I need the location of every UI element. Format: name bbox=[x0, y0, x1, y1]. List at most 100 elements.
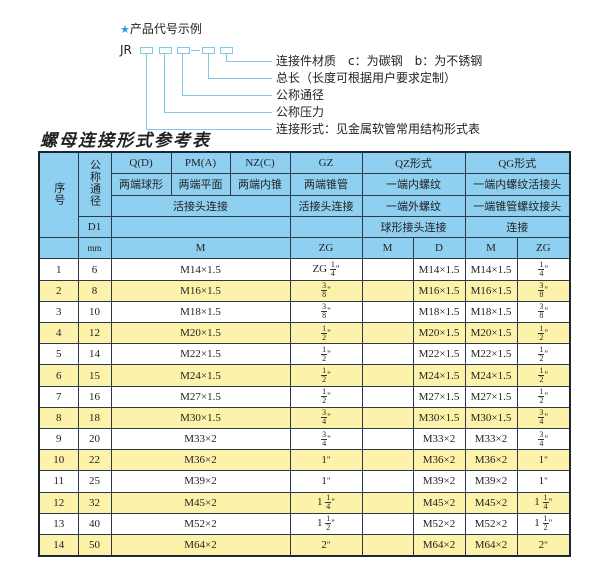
header-qg-zg: ZG bbox=[516, 237, 571, 260]
inch-mark: " bbox=[544, 348, 549, 359]
leader-line bbox=[146, 129, 272, 130]
table-row: 13 40 M52×2 1 1 2 " M52×2 M52×2 1 1 2 " bbox=[38, 512, 571, 535]
cell-nominal-diameter: 22 bbox=[77, 449, 112, 472]
cell-m: M24×1.5 bbox=[110, 364, 291, 387]
fraction-denominator: 4 bbox=[322, 438, 327, 448]
cell-qg-zg: 1 4 " bbox=[516, 258, 571, 281]
header-qg-desc1: 一端内螺纹活接头 bbox=[464, 173, 571, 196]
nut-connection-table: 序号 公称通径 Q(D) PM(A) NZ(C) GZ QZ形式 QG形式 两端… bbox=[38, 151, 572, 558]
inch-mark: " bbox=[544, 306, 549, 317]
table-row: 10 22 M36×2 1" M36×2 M36×2 1" bbox=[38, 449, 571, 472]
fraction-denominator: 8 bbox=[539, 311, 544, 321]
cell-qg-zg: 1 1 2 " bbox=[516, 512, 571, 535]
thread-whole: 1 bbox=[534, 517, 543, 530]
header-empty bbox=[110, 215, 291, 239]
header-mm: mm bbox=[77, 237, 112, 260]
cell-qg-zg: 1 2 " bbox=[516, 343, 571, 366]
cell-seq: 1 bbox=[38, 258, 79, 281]
cell-gz-zg: 1 2 " bbox=[289, 385, 363, 408]
leader-line bbox=[208, 53, 209, 78]
table-row: 4 12 M20×1.5 1 2 " M20×1.5 M20×1.5 1 2 " bbox=[38, 322, 571, 345]
fraction-denominator: 2 bbox=[539, 375, 544, 385]
cell-qg-zg: 1 2 " bbox=[516, 322, 571, 345]
cell-m: M64×2 bbox=[110, 533, 291, 557]
cell-gz-zg: 1 2 " bbox=[289, 322, 363, 345]
fraction-numerator: 3 bbox=[321, 429, 328, 440]
label-length: 总长（长度可根据用户要求定制） bbox=[276, 71, 457, 85]
inch-mark: " bbox=[327, 370, 331, 381]
fraction-numerator: 1 bbox=[321, 344, 328, 355]
header-live-joint: 活接头连接 bbox=[110, 194, 291, 217]
cell-qz-d: M52×2 bbox=[412, 512, 466, 535]
star-icon: ★ bbox=[120, 23, 130, 36]
cell-qg-m: M24×1.5 bbox=[464, 364, 518, 387]
cell-seq: 5 bbox=[38, 343, 79, 366]
header-gz-desc: 两端锥管 bbox=[289, 173, 363, 196]
cell-qz-m bbox=[361, 300, 414, 324]
cell-nominal-diameter: 6 bbox=[77, 258, 112, 281]
thread-whole: 1 bbox=[321, 475, 327, 488]
inch-mark: " bbox=[326, 540, 331, 551]
fraction-numerator: 1 bbox=[538, 260, 545, 271]
cell-seq: 9 bbox=[38, 427, 79, 451]
leader-line bbox=[182, 95, 272, 96]
fraction-denominator: 4 bbox=[539, 417, 544, 427]
cell-qg-m: M33×2 bbox=[464, 427, 518, 451]
inch-mark: " bbox=[327, 285, 331, 296]
inch-mark: " bbox=[331, 497, 335, 508]
cell-seq: 3 bbox=[38, 300, 79, 324]
cell-qz-m bbox=[361, 470, 414, 493]
fraction-denominator: 4 bbox=[539, 269, 544, 279]
cell-nominal-diameter: 8 bbox=[77, 279, 112, 302]
inch-mark: " bbox=[544, 540, 548, 551]
thread-whole: 1 bbox=[538, 454, 545, 467]
fraction-numerator: 3 bbox=[321, 281, 328, 292]
cell-m: M14×1.5 bbox=[110, 258, 291, 281]
thread-whole: 2 bbox=[538, 539, 545, 552]
cell-gz-zg: 2" bbox=[289, 533, 363, 557]
cell-qg-m: M30×1.5 bbox=[464, 406, 518, 429]
fraction-numerator: 1 bbox=[542, 493, 549, 504]
inch-mark: " bbox=[544, 476, 548, 487]
inch-mark: " bbox=[335, 264, 340, 275]
inch-mark: " bbox=[327, 327, 331, 338]
cell-qz-d: M14×1.5 bbox=[412, 258, 466, 281]
header-qz-d: D bbox=[412, 237, 466, 260]
cell-qg-m: M16×1.5 bbox=[464, 279, 518, 302]
inch-mark: " bbox=[544, 391, 549, 402]
cell-m: M27×1.5 bbox=[110, 385, 291, 408]
cell-qz-d: M36×2 bbox=[412, 449, 466, 472]
cell-gz-zg: 3 4 " bbox=[289, 406, 363, 429]
cell-gz-zg: 1 1 2 " bbox=[289, 512, 363, 535]
fraction-numerator: 1 bbox=[329, 260, 336, 271]
header-d1: D1 bbox=[77, 215, 112, 239]
header-qz: QZ形式 bbox=[361, 151, 466, 175]
cell-qg-zg: 2" bbox=[516, 533, 571, 557]
header-pm-desc: 两端平面 bbox=[170, 173, 231, 196]
fraction-denominator: 4 bbox=[539, 438, 544, 448]
cell-qz-m bbox=[361, 491, 414, 514]
cell-m: M45×2 bbox=[110, 491, 291, 514]
header-empty bbox=[38, 237, 79, 260]
cell-qg-m: M36×2 bbox=[464, 449, 518, 472]
cell-qz-m bbox=[361, 385, 414, 408]
fraction-numerator: 3 bbox=[538, 408, 545, 419]
cell-qg-zg: 1 2 " bbox=[516, 385, 571, 408]
code-box-pressure bbox=[159, 47, 172, 54]
inch-mark: " bbox=[544, 370, 549, 381]
inch-mark: " bbox=[331, 518, 335, 529]
fraction-denominator: 2 bbox=[322, 332, 327, 342]
cell-nominal-diameter: 15 bbox=[77, 364, 112, 387]
table-title: 螺母连接形式参考表 bbox=[40, 131, 211, 151]
fraction-denominator: 8 bbox=[539, 290, 544, 300]
cell-seq: 10 bbox=[38, 449, 79, 472]
inch-mark: " bbox=[544, 285, 549, 296]
cell-qg-zg: 1 2 " bbox=[516, 364, 571, 387]
